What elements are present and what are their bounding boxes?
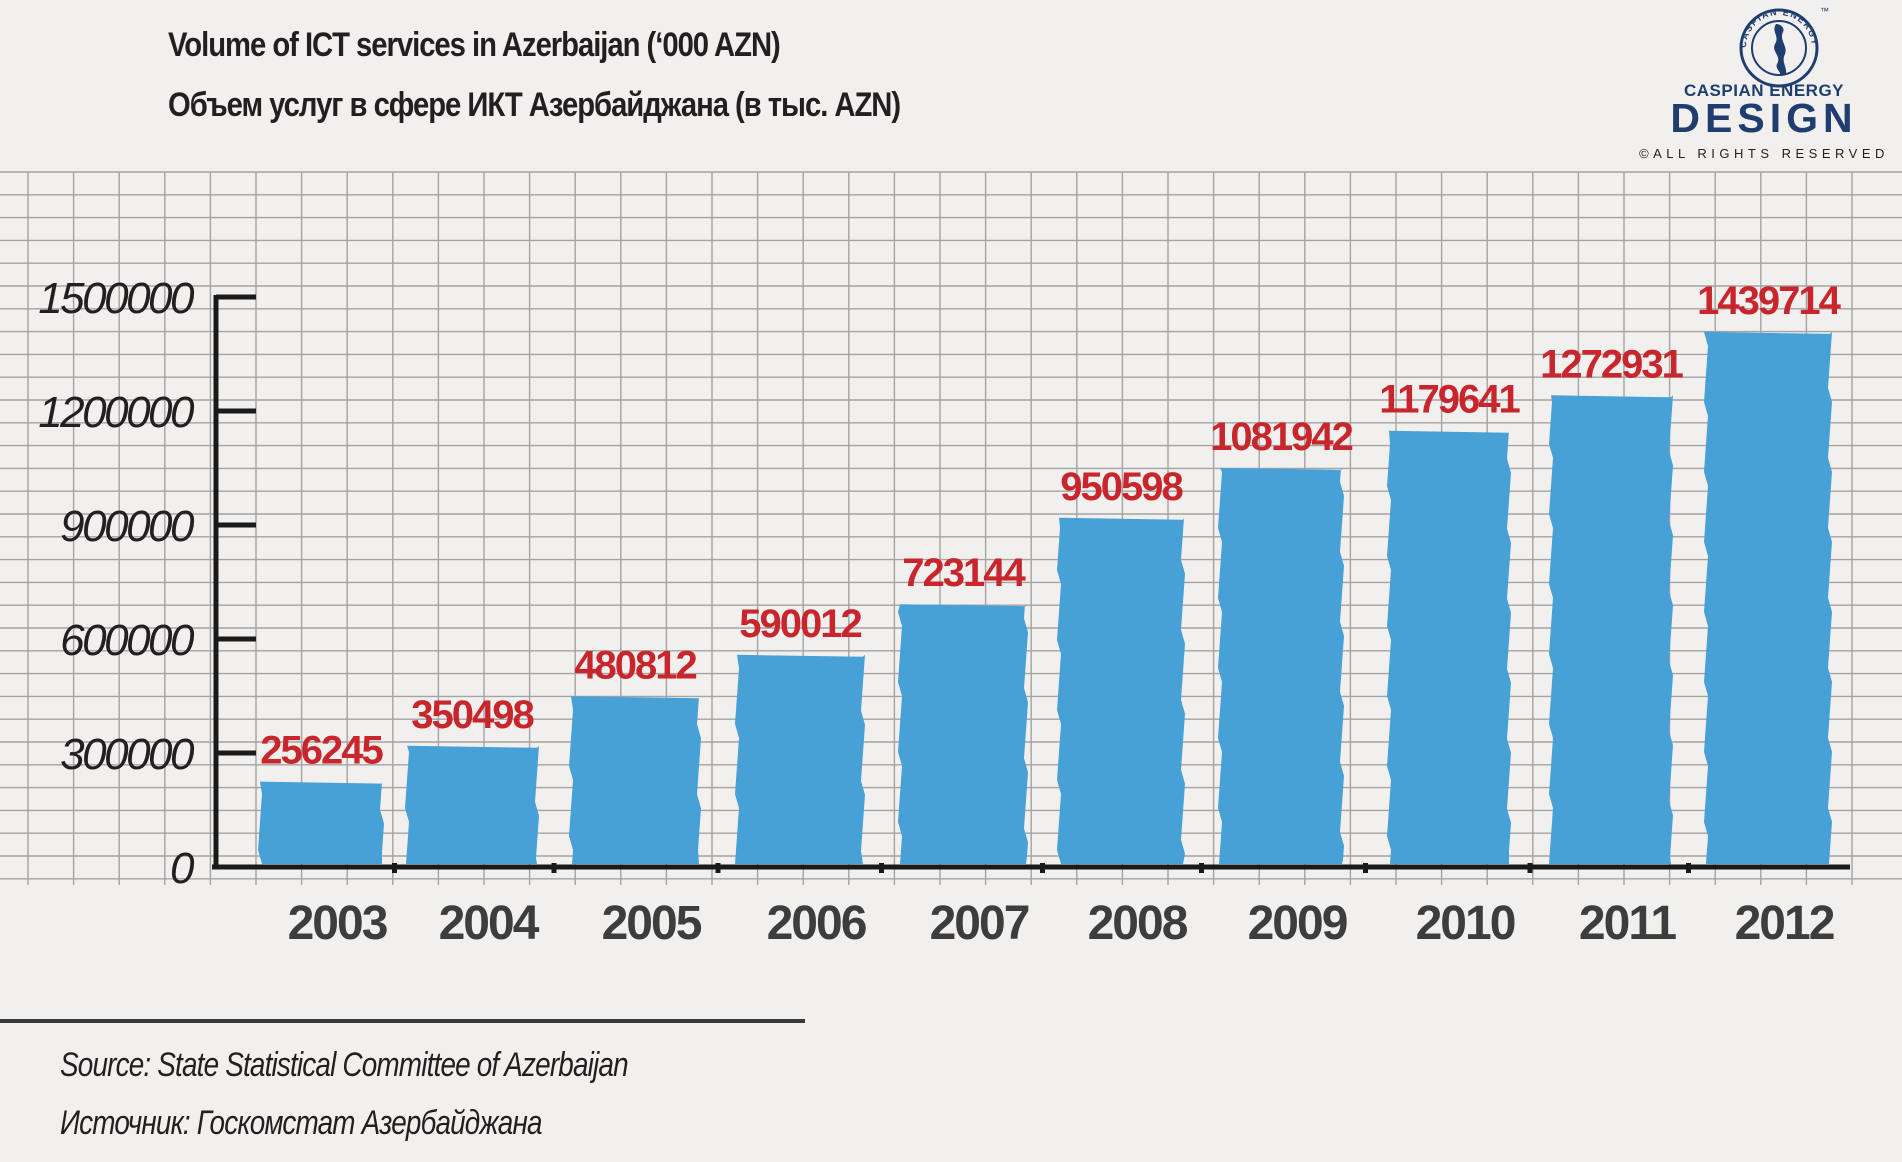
bar-2010 [1387,430,1511,864]
bar-2011 [1549,395,1673,864]
value-label-2004: 350498 [411,693,534,737]
value-labels: 256245 350498 480812 590012 723144 950598 1081… [260,279,1843,773]
chart-title-ru: Объем услуг в сфере ИКТ Азербайджана (в … [168,86,901,124]
x-tick-label-2007: 2007 [930,897,1029,950]
value-label-2005: 480812 [574,643,696,687]
bar-2003 [258,781,384,864]
y-tick-label-1500000: 1500000 [38,274,195,323]
source-ru: Источник: Госкомстат Азербайджана [60,1104,542,1142]
bar-2009 [1218,467,1344,864]
source-en: Source: State Statistical Committee of A… [60,1046,629,1084]
axes [212,294,1850,873]
value-label-2011: 1272931 [1540,342,1683,386]
x-tick-label-2011: 2011 [1579,897,1676,950]
y-tick-label-0: 0 [170,844,195,893]
logo-rights: ©ALL RIGHTS RESERVED [1639,146,1889,161]
logo-emblem-icon [1739,8,1819,88]
caspian-energy-design-logo: CASPIAN ENERGY ™ CASPIAN ENERGY DESIGN ©… [1639,6,1889,161]
source-divider [0,1019,805,1023]
bar-2004 [405,745,539,864]
x-tick-label-2009: 2009 [1248,897,1347,950]
value-label-2006: 590012 [739,602,861,646]
value-label-2009: 1081942 [1210,415,1352,459]
x-tick-label-2006: 2006 [767,897,866,950]
bar-2005 [569,696,701,864]
logo-line1: CASPIAN ENERGY [1684,81,1844,100]
value-label-2008: 950598 [1060,465,1183,509]
value-label-2003: 256245 [260,729,383,773]
y-tick-label-300000: 300000 [60,730,195,779]
x-tick-label-2003: 2003 [288,897,387,950]
x-tick-label-2005: 2005 [602,897,702,950]
x-tick-label-2008: 2008 [1088,897,1188,950]
logo-trademark: ™ [1820,6,1829,16]
x-tick-label-2010: 2010 [1416,897,1515,950]
bar-2012 [1704,331,1832,864]
y-tick-label-600000: 600000 [60,616,195,665]
y-tick-label-900000: 900000 [60,502,195,551]
x-tick-label-2004: 2004 [439,897,540,950]
bar-2006 [735,654,865,864]
y-axis-tick-labels: 0 300000 600000 900000 1200000 1500000 [38,274,197,893]
bar-2008 [1057,517,1185,864]
bar-2007 [898,604,1028,864]
chart-title-en: Volume of ICT services in Azerbaijan (‘0… [168,26,781,64]
y-tick-label-1200000: 1200000 [38,388,195,437]
value-label-2010: 1179641 [1379,378,1520,422]
x-axis-tick-labels: 2003 2004 2005 2006 2007 2008 2009 2010 2011 2012 [288,897,1836,950]
value-label-2012: 1439714 [1697,279,1841,323]
x-tick-label-2012: 2012 [1735,897,1834,950]
value-label-2007: 723144 [902,551,1026,595]
bar-series [258,331,1832,864]
logo-line2: DESIGN [1670,95,1857,141]
